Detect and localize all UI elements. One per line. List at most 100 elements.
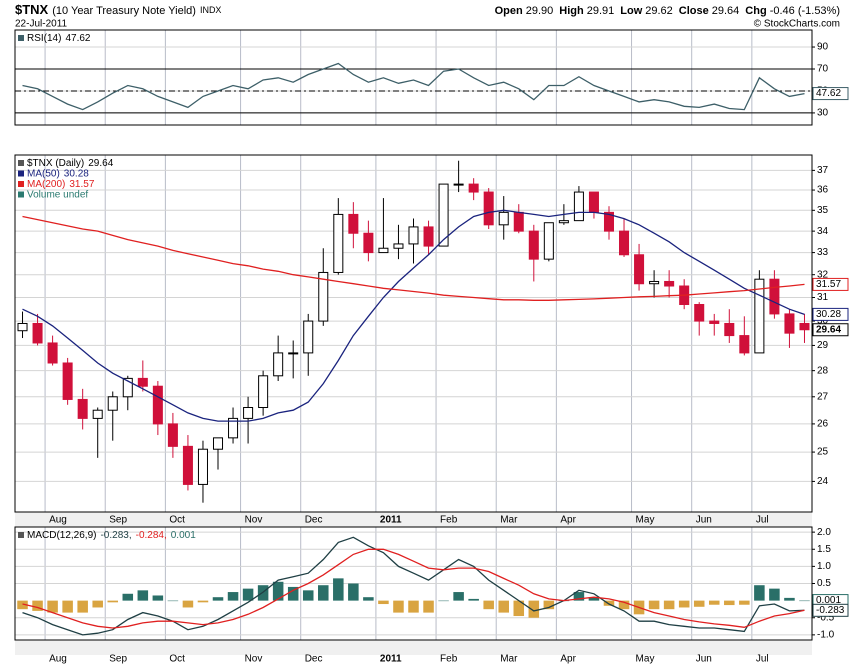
quote-label: Chg bbox=[745, 5, 766, 17]
candle-body bbox=[212, 437, 224, 450]
x-tick-label: Jul bbox=[756, 515, 769, 526]
candle-body bbox=[107, 396, 118, 411]
candle-body bbox=[258, 375, 269, 409]
histogram-bar bbox=[393, 600, 404, 613]
x-tick-label: May bbox=[636, 654, 655, 665]
legend-entry: MA(50) 30.28 bbox=[27, 168, 89, 179]
x-tick-label: Aug bbox=[49, 654, 67, 665]
y-tick-label: 30 bbox=[817, 108, 829, 119]
candle-body bbox=[288, 352, 299, 355]
histogram-bar bbox=[438, 600, 449, 602]
candle-body bbox=[438, 183, 449, 247]
security-name: (10 Year Treasury Note Yield) bbox=[52, 5, 196, 17]
histogram-bar bbox=[272, 581, 284, 601]
histogram-bar bbox=[468, 598, 479, 601]
candle-body bbox=[363, 232, 374, 254]
value-box bbox=[812, 323, 849, 337]
x-tick-label: 2011 bbox=[380, 515, 402, 526]
value-box-label: 0.001 bbox=[816, 595, 841, 606]
candle-body bbox=[47, 342, 58, 364]
candle-body bbox=[573, 191, 584, 222]
histogram-bar bbox=[739, 600, 750, 605]
legend-swatch bbox=[18, 181, 24, 187]
panel-frame bbox=[14, 154, 813, 513]
series-line bbox=[22, 548, 805, 629]
x-tick-label: Apr bbox=[560, 654, 576, 665]
histogram-bar bbox=[513, 600, 525, 617]
candle-body bbox=[273, 352, 284, 377]
y-tick-label: 70 bbox=[817, 64, 829, 75]
candle-body bbox=[528, 230, 539, 260]
candle-body bbox=[122, 377, 133, 398]
candle-body bbox=[799, 322, 810, 331]
legend-value: 29.64 bbox=[88, 158, 113, 169]
axis-strip bbox=[15, 512, 812, 527]
y-tick-label: 25 bbox=[817, 447, 829, 458]
candle-body bbox=[634, 254, 645, 285]
quote-label: Open bbox=[495, 5, 523, 17]
x-tick-label: 2011 bbox=[380, 654, 402, 665]
value-box bbox=[812, 277, 849, 291]
histogram-bar bbox=[363, 597, 374, 601]
candle-body bbox=[408, 226, 419, 245]
histogram-bar bbox=[122, 593, 134, 601]
candle-body bbox=[348, 213, 359, 234]
value-box bbox=[812, 307, 849, 321]
histogram-bar bbox=[453, 592, 464, 601]
legend-value: -0.283, bbox=[100, 530, 131, 541]
value-box-label: 30.28 bbox=[816, 309, 841, 320]
candle-body bbox=[228, 417, 239, 439]
x-tick-label: Feb bbox=[440, 654, 458, 665]
histogram-bar bbox=[724, 600, 735, 606]
quote-value: 29.64 bbox=[712, 5, 740, 17]
y-tick-label: 32 bbox=[817, 269, 829, 280]
date: 22-Jul-2011 bbox=[15, 19, 68, 30]
histogram-bar bbox=[708, 600, 720, 605]
histogram-bar bbox=[543, 600, 555, 610]
value-box bbox=[812, 603, 849, 617]
legend-entry: MACD(12,26,9) -0.283, -0.284, 0.001 bbox=[27, 530, 196, 541]
histogram-bar bbox=[378, 600, 389, 605]
x-tick-label: Oct bbox=[169, 515, 185, 526]
candle-body bbox=[318, 271, 329, 322]
legend-value: -0.284, bbox=[136, 530, 167, 541]
x-tick-label: Dec bbox=[305, 654, 323, 665]
legend-value: 30.28 bbox=[64, 168, 89, 179]
histogram-bar bbox=[588, 597, 600, 601]
y-tick-label: -0.5 bbox=[817, 612, 835, 623]
quote-label: Low bbox=[620, 5, 642, 17]
legend-name: $TNX (Daily) bbox=[27, 158, 84, 169]
candle-body bbox=[423, 226, 434, 247]
exchange: INDX bbox=[200, 5, 222, 15]
x-tick-label: Mar bbox=[500, 515, 518, 526]
legend-swatch bbox=[18, 170, 24, 177]
copyright: © StockCharts.com bbox=[754, 19, 840, 30]
axis-strip bbox=[15, 640, 812, 655]
histogram-bar bbox=[348, 583, 359, 601]
x-tick-label: Jun bbox=[696, 515, 712, 526]
header-title: $TNX (10 Year Treasury Note Yield) INDX bbox=[15, 2, 221, 17]
x-tick-label: Oct bbox=[169, 654, 185, 665]
x-tick-label: Jul bbox=[756, 654, 769, 665]
quote-value: 29.91 bbox=[587, 5, 615, 17]
legend-name: RSI(14) bbox=[27, 33, 61, 44]
value-box-label: 31.57 bbox=[816, 279, 841, 290]
legend-value: 47.62 bbox=[65, 33, 90, 44]
legend-swatch bbox=[18, 35, 24, 41]
series-line bbox=[22, 536, 805, 636]
x-tick-label: Aug bbox=[49, 515, 67, 526]
legend-entry: MA(200) 31.57 bbox=[27, 179, 95, 190]
legend-name: MA(200) bbox=[27, 179, 65, 190]
quote-label: High bbox=[559, 5, 584, 17]
value-box-label: 47.62 bbox=[816, 88, 841, 99]
x-tick-label: Mar bbox=[500, 654, 518, 665]
candle-body bbox=[588, 191, 599, 213]
x-tick-label: Jun bbox=[696, 654, 712, 665]
quote-label: Close bbox=[679, 5, 709, 17]
y-tick-label: 1.0 bbox=[817, 561, 831, 572]
y-tick-label: 36 bbox=[817, 185, 829, 196]
histogram-bar bbox=[603, 600, 615, 606]
panel-frame bbox=[14, 29, 813, 126]
candle-body bbox=[243, 407, 254, 419]
candle-body bbox=[754, 278, 765, 354]
